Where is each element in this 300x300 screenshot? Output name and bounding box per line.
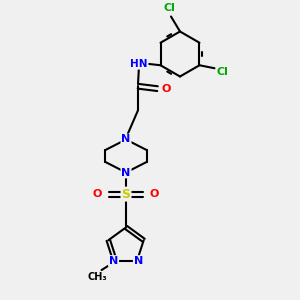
Text: HN: HN — [130, 59, 148, 69]
Text: N: N — [122, 167, 130, 178]
Text: N: N — [122, 134, 130, 145]
Text: N: N — [109, 256, 118, 266]
Text: O: O — [150, 189, 159, 199]
Text: S: S — [122, 188, 130, 201]
Text: CH₃: CH₃ — [87, 272, 107, 282]
Text: Cl: Cl — [217, 67, 229, 77]
Text: Cl: Cl — [164, 3, 175, 13]
Text: O: O — [93, 189, 102, 199]
Text: O: O — [162, 84, 171, 94]
Text: N: N — [134, 256, 143, 266]
